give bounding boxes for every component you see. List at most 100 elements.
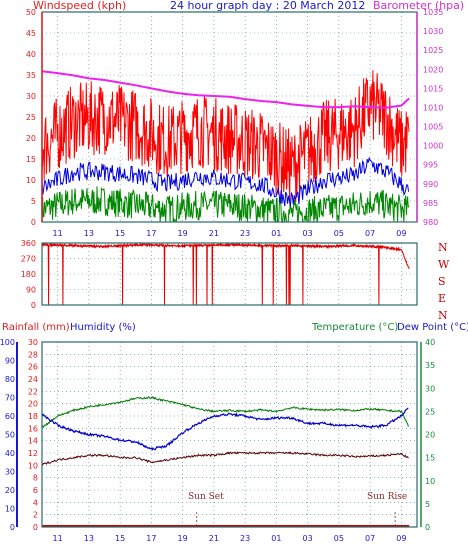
humidity-tick-label-90: 90 bbox=[5, 357, 15, 366]
temp-tick-label-30: 30 bbox=[425, 384, 435, 393]
temp-tick-label-10: 10 bbox=[425, 477, 435, 486]
dir-compass-label-1: W bbox=[438, 258, 450, 271]
baro-tick-label-1015: 1015 bbox=[423, 84, 443, 93]
temp-time-tick-13: 13 bbox=[84, 534, 94, 543]
temp-time-tick-09: 09 bbox=[396, 534, 406, 543]
temp-time-tick-05: 05 bbox=[334, 534, 344, 543]
temp-tick-label-25: 25 bbox=[425, 407, 435, 416]
barometer-series bbox=[41, 70, 410, 109]
humidity-tick-label-40: 40 bbox=[5, 449, 15, 458]
wind-time-tick-17: 17 bbox=[146, 229, 156, 238]
wind-tick-label-30: 30 bbox=[26, 92, 36, 101]
rain-tick-label-18: 18 bbox=[28, 412, 38, 421]
wind-gust-series bbox=[41, 70, 410, 202]
rain-tick-label-26: 26 bbox=[28, 363, 38, 372]
wind-time-tick-11: 11 bbox=[53, 229, 63, 238]
temperature-axis-label: Temperature (°C) bbox=[311, 322, 398, 333]
temp-tick-label-5: 5 bbox=[425, 500, 430, 509]
rainfall-axis-label: Rainfall (mm) bbox=[2, 322, 70, 333]
wind-tick-label-0: 0 bbox=[31, 218, 36, 227]
rain-tick-label-28: 28 bbox=[28, 350, 38, 359]
humidity-tick-label-80: 80 bbox=[5, 375, 15, 384]
humidity-series bbox=[41, 407, 409, 451]
rain-tick-label-10: 10 bbox=[28, 461, 38, 470]
humidity-tick-label-100: 100 bbox=[0, 338, 15, 347]
wind-tick-label-50: 50 bbox=[26, 8, 36, 17]
wind-min-series bbox=[41, 186, 410, 224]
baro-tick-label-1010: 1010 bbox=[423, 103, 443, 112]
rain-tick-label-14: 14 bbox=[28, 437, 38, 446]
dir-compass-label-0: N bbox=[438, 241, 448, 254]
wind-tick-label-35: 35 bbox=[26, 71, 36, 80]
rain-tick-label-30: 30 bbox=[28, 338, 38, 347]
humidity-tick-label-0: 0 bbox=[10, 523, 15, 532]
temp-tick-label-20: 20 bbox=[425, 431, 435, 440]
dewpoint-series bbox=[41, 451, 409, 466]
rain-tick-label-0: 0 bbox=[33, 523, 38, 532]
baro-tick-label-980: 980 bbox=[423, 218, 438, 227]
wind-time-tick-07: 07 bbox=[365, 229, 375, 238]
temp-frame bbox=[41, 341, 418, 528]
wind-time-tick-05: 05 bbox=[334, 229, 344, 238]
humidity-tick-label-30: 30 bbox=[5, 468, 15, 477]
dir-tick-label-180: 180 bbox=[21, 270, 36, 279]
rain-tick-label-24: 24 bbox=[28, 375, 38, 384]
rain-tick-label-4: 4 bbox=[33, 498, 38, 507]
rain-tick-label-8: 8 bbox=[33, 474, 38, 483]
humidity-tick-label-60: 60 bbox=[5, 412, 15, 421]
temp-time-tick-21: 21 bbox=[209, 534, 219, 543]
dir-tick-label-0: 0 bbox=[31, 301, 36, 310]
wind-time-tick-19: 19 bbox=[178, 229, 188, 238]
header-title: 24 hour graph day : 20 March 2012 bbox=[170, 0, 365, 12]
temp-time-tick-01: 01 bbox=[271, 534, 281, 543]
temp-time-tick-07: 07 bbox=[365, 534, 375, 543]
dir-tick-label-270: 270 bbox=[21, 255, 36, 264]
wind-time-tick-09: 09 bbox=[396, 229, 406, 238]
sunset-label: Sun Set bbox=[188, 492, 224, 502]
wind-direction-series bbox=[41, 242, 410, 306]
rain-tick-label-6: 6 bbox=[33, 486, 38, 495]
wind-time-tick-13: 13 bbox=[84, 229, 94, 238]
rain-tick-label-20: 20 bbox=[28, 400, 38, 409]
baro-tick-label-1030: 1030 bbox=[423, 27, 443, 36]
humidity-tick-label-10: 10 bbox=[5, 505, 15, 514]
baro-tick-label-1005: 1005 bbox=[423, 123, 443, 132]
temp-tick-label-40: 40 bbox=[425, 338, 435, 347]
wind-average-series bbox=[41, 157, 410, 207]
humidity-tick-label-70: 70 bbox=[5, 394, 15, 403]
temp-time-tick-15: 15 bbox=[115, 534, 125, 543]
baro-tick-label-995: 995 bbox=[423, 161, 438, 170]
temp-time-tick-19: 19 bbox=[178, 534, 188, 543]
rain-tick-label-12: 12 bbox=[28, 449, 38, 458]
temp-tick-label-0: 0 bbox=[425, 523, 430, 532]
sunrise-label: Sun Rise bbox=[367, 492, 407, 502]
baro-tick-label-985: 985 bbox=[423, 199, 438, 208]
humidity-tick-label-20: 20 bbox=[5, 486, 15, 495]
temperature-series bbox=[41, 396, 409, 429]
wind-time-tick-21: 21 bbox=[209, 229, 219, 238]
dir-frame bbox=[41, 242, 418, 306]
wind-time-tick-03: 03 bbox=[303, 229, 313, 238]
dir-compass-label-2: S bbox=[438, 275, 446, 288]
temp-time-tick-03: 03 bbox=[303, 534, 313, 543]
rain-tick-label-2: 2 bbox=[33, 511, 38, 520]
wind-tick-label-25: 25 bbox=[26, 113, 36, 122]
rain-tick-label-22: 22 bbox=[28, 387, 38, 396]
temp-tick-label-35: 35 bbox=[425, 361, 435, 370]
dir-tick-label-90: 90 bbox=[26, 286, 36, 295]
wind-time-tick-23: 23 bbox=[240, 229, 250, 238]
dir-compass-label-4: N bbox=[438, 309, 448, 322]
wind-time-tick-01: 01 bbox=[271, 229, 281, 238]
dir-tick-label-360: 360 bbox=[21, 239, 36, 248]
temp-time-tick-23: 23 bbox=[240, 534, 250, 543]
wind-tick-label-5: 5 bbox=[31, 197, 36, 206]
wind-time-tick-15: 15 bbox=[115, 229, 125, 238]
baro-tick-label-1000: 1000 bbox=[423, 142, 443, 151]
rain-tick-label-16: 16 bbox=[28, 424, 38, 433]
baro-tick-label-990: 990 bbox=[423, 180, 438, 189]
dir-compass-label-3: E bbox=[438, 292, 446, 305]
